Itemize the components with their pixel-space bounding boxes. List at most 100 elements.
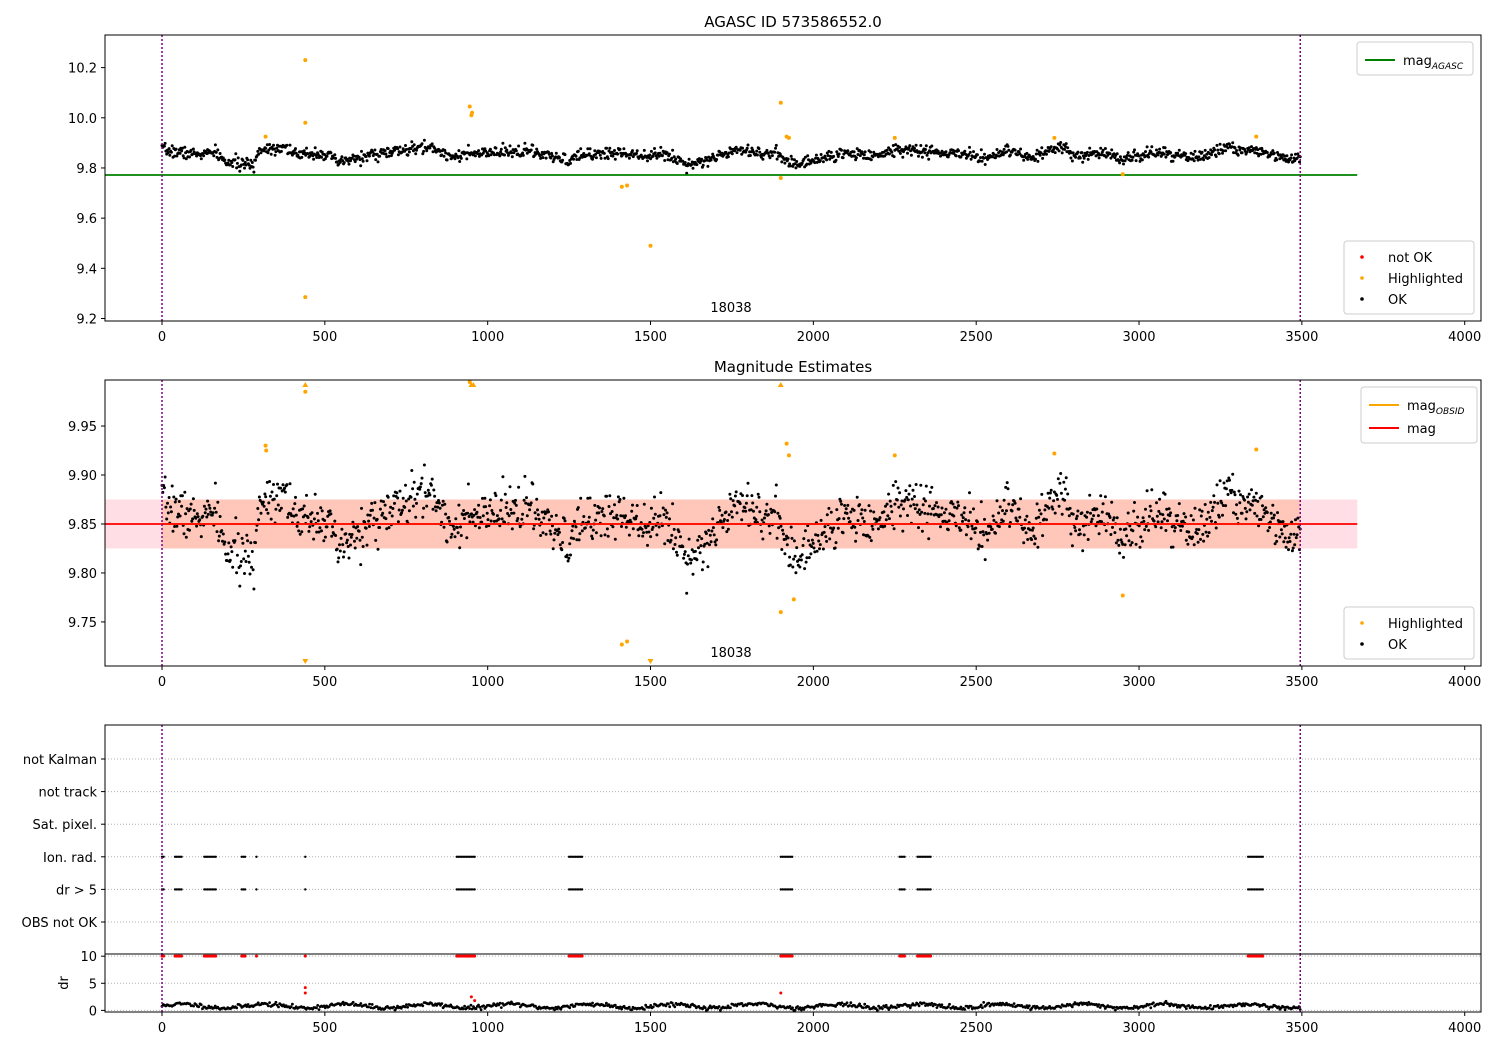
ok-point bbox=[1121, 159, 1125, 163]
ok-point bbox=[355, 157, 359, 161]
ok-point bbox=[1097, 532, 1101, 536]
ok-point bbox=[779, 524, 783, 528]
ok-point bbox=[1176, 514, 1180, 517]
ok-point bbox=[177, 500, 181, 503]
ok-point bbox=[544, 532, 548, 536]
ok-point bbox=[535, 497, 539, 501]
ok-point bbox=[707, 528, 711, 532]
ok-point bbox=[790, 157, 794, 161]
ok-point bbox=[378, 154, 382, 158]
ok-point bbox=[1155, 148, 1158, 152]
dr-point bbox=[1277, 1005, 1281, 1009]
ok-point bbox=[1122, 162, 1125, 166]
ok-point bbox=[481, 496, 484, 500]
ok-point bbox=[856, 153, 860, 156]
x-tick-label: 2000 bbox=[797, 675, 830, 690]
dr-point bbox=[573, 1004, 577, 1008]
ok-point bbox=[456, 156, 460, 160]
ok-point bbox=[1156, 153, 1160, 157]
ok-point bbox=[534, 152, 538, 156]
ok-point bbox=[1039, 512, 1043, 516]
ok-point bbox=[204, 507, 208, 511]
dr-clipped-point bbox=[303, 954, 307, 958]
ok-point bbox=[275, 494, 279, 498]
dr-point bbox=[477, 1003, 480, 1007]
ok-point bbox=[773, 510, 777, 514]
ok-point bbox=[916, 510, 920, 514]
ok-point bbox=[647, 530, 651, 534]
ok-point bbox=[1272, 151, 1276, 155]
highlighted-point bbox=[467, 379, 472, 384]
ok-point bbox=[1147, 514, 1151, 518]
ok-point bbox=[1271, 149, 1275, 153]
ok-point bbox=[367, 154, 371, 158]
ok-point bbox=[666, 539, 670, 542]
ok-point bbox=[834, 158, 838, 162]
ok-point bbox=[514, 149, 518, 153]
ok-point bbox=[942, 511, 946, 515]
ok-point bbox=[959, 155, 963, 159]
ok-point bbox=[768, 531, 772, 535]
ok-point bbox=[1203, 148, 1207, 152]
ok-point bbox=[1167, 507, 1171, 511]
out-of-range-down-marker bbox=[302, 659, 309, 664]
ok-point bbox=[547, 518, 551, 522]
ok-point bbox=[848, 520, 852, 524]
y-tick-label: 9.75 bbox=[68, 616, 97, 631]
ok-point bbox=[167, 496, 171, 499]
ok-point bbox=[534, 517, 538, 521]
dr-point bbox=[917, 1004, 921, 1008]
ok-point bbox=[1269, 511, 1273, 515]
ok-point bbox=[275, 146, 279, 150]
ok-point bbox=[497, 517, 501, 521]
ok-point bbox=[1250, 488, 1253, 492]
ok-point bbox=[610, 510, 614, 513]
ok-point bbox=[1101, 148, 1105, 152]
ok-point bbox=[898, 145, 902, 149]
ok-point bbox=[777, 154, 781, 158]
dr-point bbox=[982, 1001, 986, 1004]
ok-point bbox=[1168, 514, 1172, 518]
x-tick-label: 3500 bbox=[1285, 675, 1318, 690]
dr-clipped-point bbox=[180, 954, 184, 958]
x-tick-label: 500 bbox=[312, 675, 337, 690]
ok-point bbox=[1276, 511, 1279, 515]
dr-point bbox=[940, 1003, 944, 1007]
ok-point bbox=[444, 512, 448, 516]
ok-point bbox=[1287, 160, 1290, 164]
ok-point bbox=[1143, 528, 1147, 532]
ok-point bbox=[959, 528, 963, 532]
ok-point bbox=[706, 565, 710, 569]
ok-point bbox=[539, 534, 543, 537]
ok-point bbox=[1209, 148, 1213, 152]
ok-point bbox=[1063, 487, 1067, 491]
ok-point bbox=[323, 519, 327, 522]
ok-point bbox=[663, 159, 667, 162]
ok-point bbox=[256, 149, 260, 153]
ok-point bbox=[594, 518, 598, 522]
ok-point bbox=[898, 151, 902, 155]
ok-point bbox=[188, 507, 192, 511]
ok-point bbox=[635, 504, 639, 507]
ok-point bbox=[1039, 151, 1043, 155]
ok-point bbox=[720, 513, 724, 517]
ok-point bbox=[925, 153, 929, 157]
ok-point bbox=[420, 476, 424, 480]
ok-point bbox=[189, 502, 193, 506]
ok-point bbox=[536, 508, 539, 512]
ok-point bbox=[163, 475, 167, 479]
ok-point bbox=[1200, 150, 1204, 154]
ok-point bbox=[876, 155, 880, 159]
ok-point bbox=[646, 524, 650, 528]
x-tick-label: 3500 bbox=[1285, 330, 1318, 345]
ok-point bbox=[455, 526, 459, 529]
ok-point bbox=[1281, 520, 1285, 524]
ok-point bbox=[492, 512, 495, 516]
ok-point bbox=[906, 514, 909, 517]
dr-point bbox=[591, 1001, 594, 1005]
ok-point bbox=[708, 543, 711, 547]
ok-point bbox=[928, 149, 931, 153]
ok-point bbox=[1030, 157, 1034, 161]
ok-point bbox=[1085, 515, 1089, 519]
ok-point bbox=[917, 526, 920, 530]
